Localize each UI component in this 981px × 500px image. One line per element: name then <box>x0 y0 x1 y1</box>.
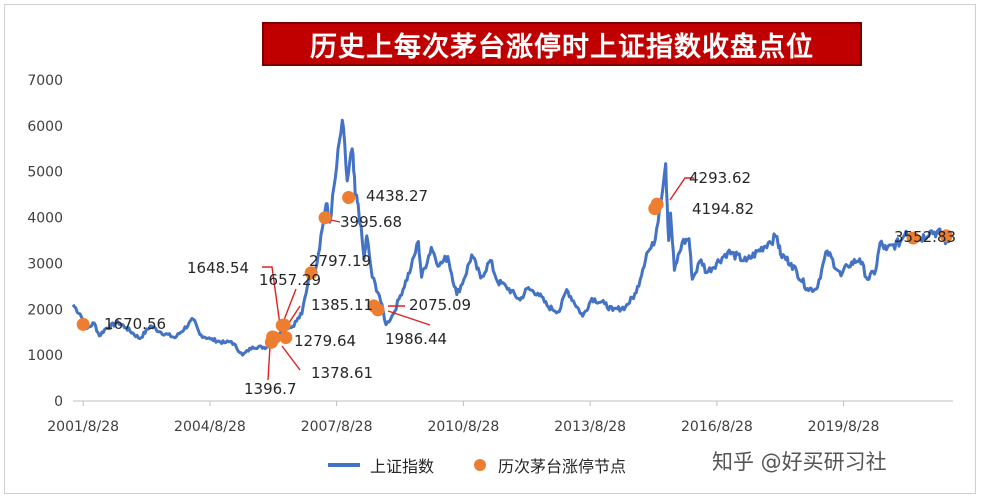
data-label: 1378.61 <box>311 364 373 382</box>
y-tick-label: 6000 <box>27 119 63 135</box>
limit-up-marker <box>939 229 953 243</box>
leader-line <box>267 345 271 381</box>
legend-line-swatch <box>328 463 360 467</box>
y-tick-label: 5000 <box>27 165 63 181</box>
limit-up-marker <box>277 318 291 332</box>
legend-line-label: 上证指数 <box>370 457 435 476</box>
limit-up-marker <box>76 317 90 331</box>
limit-up-marker <box>279 330 293 344</box>
limit-up-marker <box>268 331 282 345</box>
leader-lines <box>262 177 694 381</box>
series-layer <box>71 118 951 357</box>
limit-up-marker <box>318 211 332 225</box>
x-tick-label: 2001/8/28 <box>47 419 119 435</box>
marker-layer <box>76 190 953 349</box>
y-tick-label: 0 <box>54 394 63 410</box>
data-label: 1396.7 <box>244 380 297 398</box>
leader-line <box>262 266 281 326</box>
y-tick-label: 4000 <box>27 211 63 227</box>
data-label: 4438.27 <box>366 187 428 205</box>
data-label: 1670.56 <box>104 315 166 333</box>
leader-line <box>669 177 694 201</box>
leader-line <box>281 345 301 371</box>
data-label: 4293.62 <box>689 169 751 187</box>
data-label: 1657.29 <box>259 271 321 289</box>
data-labels: 1670.56 1648.54 1657.29 1385.11 1279.64 1378.… <box>104 169 956 398</box>
data-label: 2797.19 <box>309 252 371 270</box>
chart-title: 历史上每次茅台涨停时上证指数收盘点位 <box>262 22 862 66</box>
data-label: 1648.54 <box>187 259 249 277</box>
data-label: 3995.68 <box>340 213 402 231</box>
x-tick-label: 2007/8/28 <box>301 419 373 435</box>
limit-up-marker <box>342 190 356 204</box>
legend-dot-swatch <box>474 459 487 471</box>
x-tick-label: 2016/8/28 <box>681 419 753 435</box>
x-tick-label: 2013/8/28 <box>554 419 626 435</box>
y-tick-label: 3000 <box>27 256 63 272</box>
data-label: 3552.83 <box>894 228 956 246</box>
y-tick-label: 2000 <box>27 302 63 318</box>
x-axis: 2001/8/28 2004/8/28 2007/8/28 2010/8/28 2013… <box>47 400 953 435</box>
x-tick-label: 2019/8/28 <box>808 419 880 435</box>
limit-up-marker <box>371 303 385 317</box>
leader-line <box>283 288 297 321</box>
data-label: 1385.11 <box>311 296 373 314</box>
series-line-shanghai-index <box>71 118 951 357</box>
data-label: 1986.44 <box>385 330 447 348</box>
y-tick-label: 7000 <box>27 73 63 89</box>
data-label: 2075.09 <box>409 296 471 314</box>
x-tick-label: 2004/8/28 <box>174 419 246 435</box>
x-tick-label: 2010/8/28 <box>427 419 499 435</box>
limit-up-marker <box>650 197 664 211</box>
data-label: 1279.64 <box>294 332 356 350</box>
legend-dot-label: 历次茅台涨停节点 <box>498 457 627 476</box>
limit-up-marker <box>304 266 318 280</box>
limit-up-marker <box>906 231 920 245</box>
y-axis: 0 1000 2000 3000 4000 5000 6000 7000 <box>27 73 63 410</box>
chart-frame <box>4 4 976 494</box>
leader-line <box>387 310 431 326</box>
y-tick-label: 1000 <box>27 348 63 364</box>
watermark-text: 知乎 @好买研习社 <box>712 450 887 474</box>
data-label: 4194.82 <box>692 200 754 218</box>
legend: 上证指数 历次茅台涨停节点 <box>328 452 626 478</box>
